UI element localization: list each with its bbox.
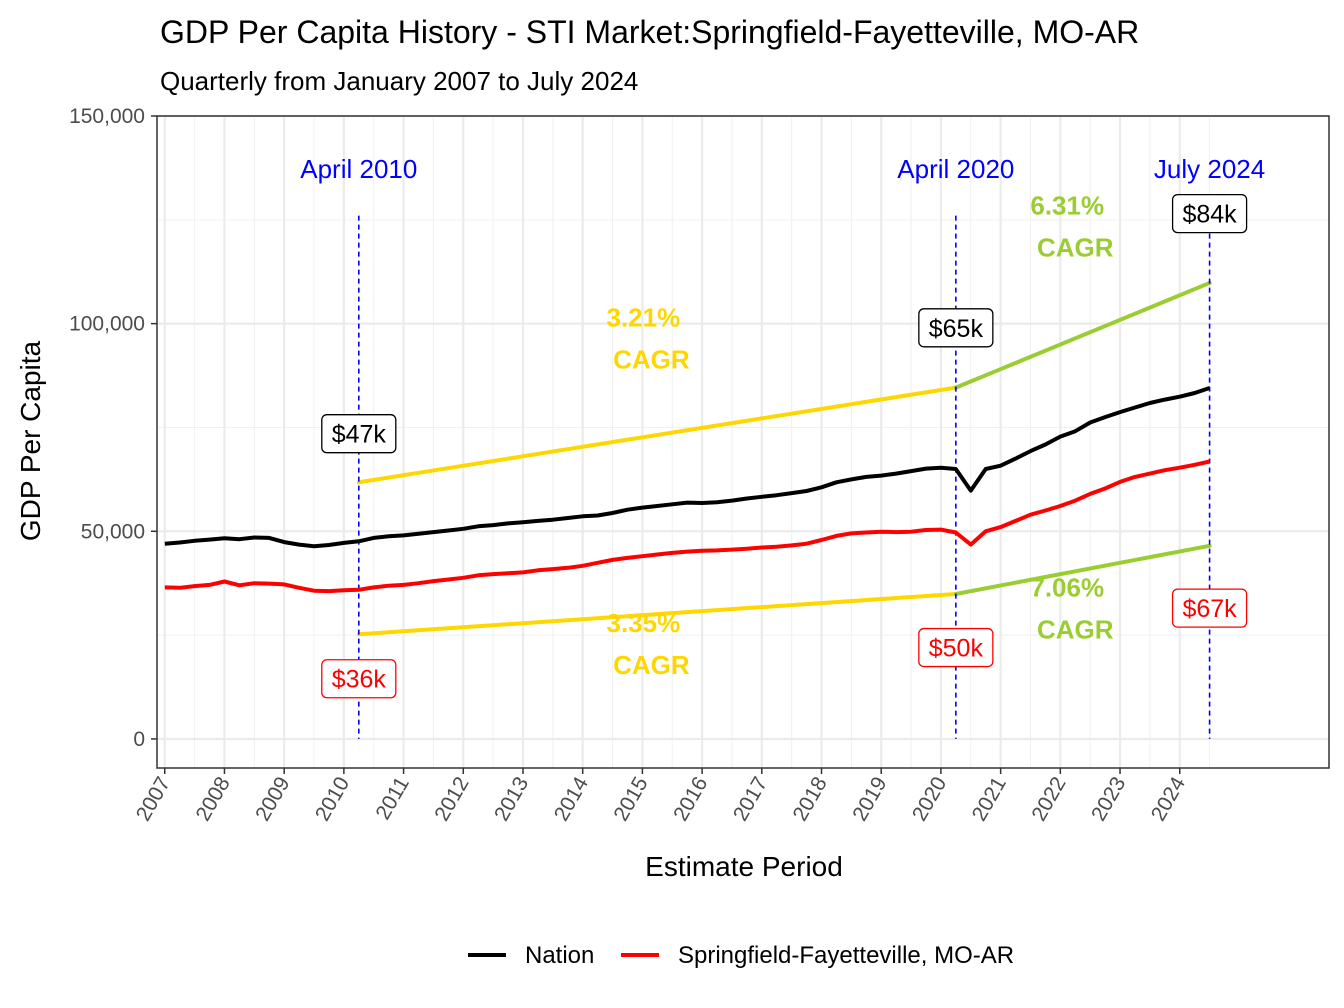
cagr-value: 7.06%: [1030, 572, 1104, 602]
y-tick-label: 50,000: [81, 520, 145, 543]
x-tick-label: 2019: [848, 773, 891, 825]
plot-panel-border: [156, 115, 1330, 769]
cagr-value: 3.21%: [606, 303, 680, 333]
x-tick-label: 2021: [968, 773, 1011, 825]
callout-label: $47k: [332, 421, 387, 449]
legend: Nation Springfield-Fayetteville, MO-AR: [468, 942, 1014, 969]
trend-line: [953, 543, 1212, 596]
x-tick-label: 2020: [908, 773, 951, 825]
callout-label: $50k: [929, 635, 984, 663]
series-lines: [164, 386, 1211, 594]
series-line: [164, 459, 1211, 594]
x-tick-label: 2014: [550, 773, 593, 825]
cagr-caption: CAGR: [1037, 232, 1114, 262]
x-tick-label: 2017: [729, 773, 772, 825]
x-tick-label: 2022: [1027, 773, 1070, 825]
x-tick-label: 2010: [311, 773, 354, 825]
x-tick-label: 2009: [251, 773, 294, 825]
y-tick-label: 100,000: [69, 313, 145, 336]
event-label: April 2020: [897, 154, 1014, 184]
callout-box: [1171, 193, 1248, 234]
callout-label: $84k: [1182, 201, 1237, 229]
x-tick-label: 2008: [192, 773, 235, 825]
callout-box: [321, 659, 397, 699]
legend-label: Nation: [525, 942, 594, 969]
callout-box: [918, 627, 994, 668]
legend-item-nation: Nation: [468, 942, 594, 969]
x-tick-label: 2018: [789, 773, 832, 825]
legend-label: Springfield-Fayetteville, MO-AR: [678, 942, 1014, 969]
x-tick-label: 2024: [1147, 773, 1190, 825]
cagr-caption: CAGR: [613, 345, 690, 375]
x-axis-title: Estimate Period: [645, 851, 843, 882]
series-line: [164, 386, 1211, 549]
chart-subtitle: Quarterly from January 2007 to July 2024: [160, 66, 638, 96]
callout-box: [918, 308, 994, 348]
legend-item-springfield: Springfield-Fayetteville, MO-AR: [621, 942, 1014, 969]
axes: 0 50,000 100,000 150,000 2007 2008 2009 2010 201…: [69, 105, 1190, 825]
callout-box: [321, 414, 397, 454]
trend-line: [953, 280, 1212, 390]
callout-label: $65k: [929, 315, 984, 343]
x-tick-label: 2023: [1087, 773, 1130, 825]
callout-label: $36k: [332, 666, 387, 694]
cagr-value: 3.35%: [606, 608, 680, 638]
x-tick-label: 2016: [669, 773, 712, 825]
callout-box: [1171, 588, 1248, 628]
y-tick-label: 0: [133, 728, 145, 751]
callout-label: $67k: [1182, 595, 1237, 623]
x-tick-label: 2011: [371, 773, 414, 824]
event-label: April 2010: [300, 154, 417, 184]
trend-line: [356, 385, 958, 485]
event-label: July 2024: [1154, 154, 1265, 184]
trend-lines: [356, 280, 1212, 637]
x-tick-label: 2007: [132, 773, 175, 825]
annotations: 3.21% CAGR 6.31% CAGR 3.35% CAGR 7.06% CAGR $47k…: [321, 190, 1248, 699]
trend-line: [356, 591, 958, 637]
x-tick-label: 2012: [430, 773, 473, 825]
cagr-caption: CAGR: [1037, 614, 1114, 644]
chart-title: GDP Per Capita History - STI Market:Spri…: [160, 14, 1139, 50]
cagr-caption: CAGR: [613, 650, 690, 680]
x-tick-label: 2015: [609, 773, 652, 825]
x-tick-label: 2013: [490, 773, 533, 825]
y-tick-label: 150,000: [69, 105, 145, 128]
cagr-value: 6.31%: [1030, 190, 1104, 220]
y-axis-title: GDP Per Capita: [15, 340, 46, 541]
event-lines: April 2010 April 2020 July 2024: [300, 154, 1265, 739]
